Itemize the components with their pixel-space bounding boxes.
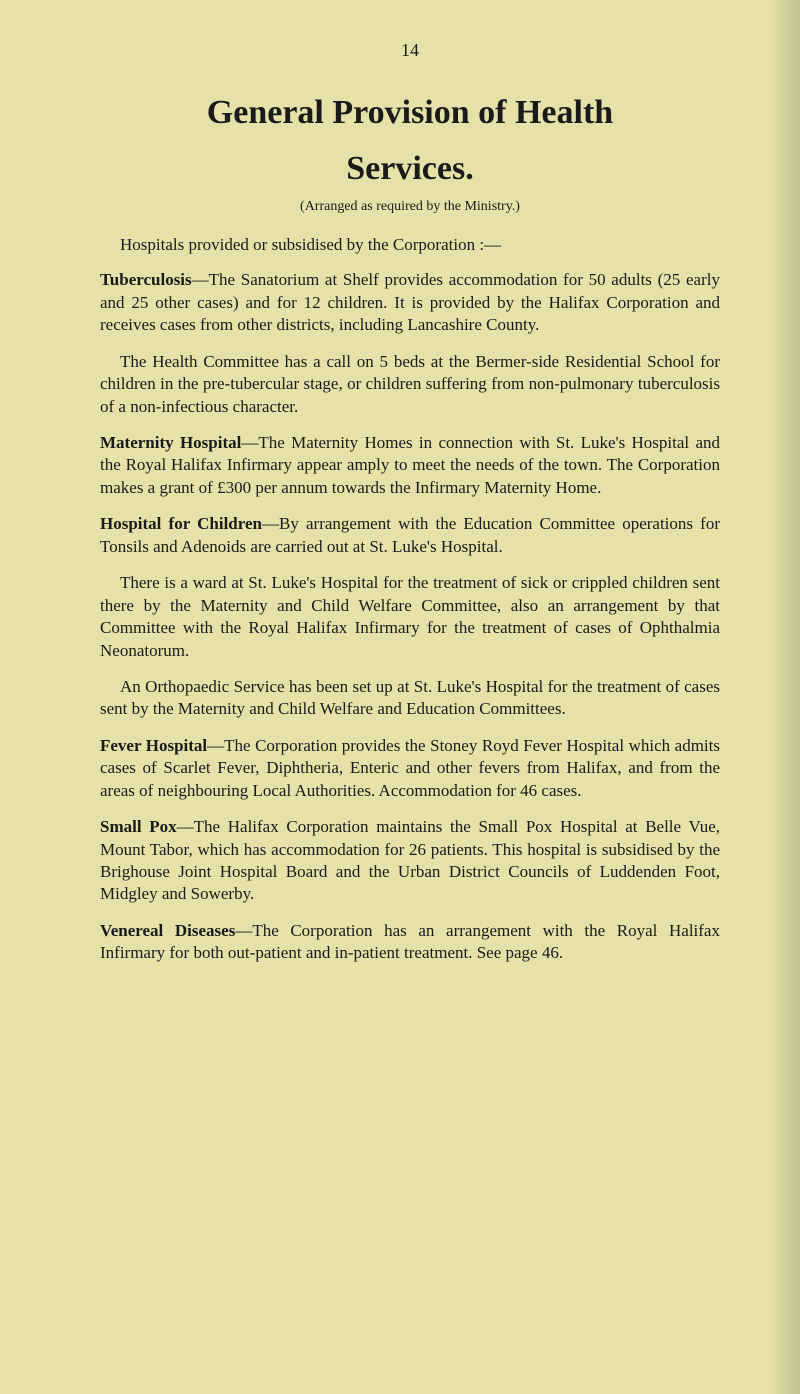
heading-tuberculosis: Tuberculosis [100,270,192,289]
section-maternity: Maternity Hospital—The Maternity Homes i… [100,432,720,499]
body-tuberculosis: —The Sanatorium at Shelf provides accomm… [100,270,720,334]
document-page: 14 General Provision of Health Services.… [0,0,800,1394]
heading-maternity: Maternity Hospital [100,433,241,452]
tuberculosis-para2: The Health Committee has a call on 5 bed… [100,351,720,418]
children-para3: An Orthopaedic Service has been set up a… [100,676,720,721]
heading-fever: Fever Hospital [100,736,207,755]
page-title-line1: General Provision of Health [100,91,720,135]
heading-venereal: Venereal Diseases [100,921,235,940]
page-number: 14 [100,40,720,61]
section-tuberculosis: Tuberculosis—The Sanatorium at Shelf pro… [100,269,720,336]
arranged-note: (Arranged as required by the Ministry.) [100,199,720,215]
children-para2: There is a ward at St. Luke's Hospital f… [100,572,720,662]
page-title-line2: Services. [100,147,720,191]
page-edge-shadow [770,0,800,1394]
heading-smallpox: Small Pox [100,817,177,836]
section-children: Hospital for Children—By arrangement wit… [100,513,720,558]
body-smallpox: —The Halifax Corporation maintains the S… [100,817,720,903]
section-venereal: Venereal Diseases—The Corporation has an… [100,920,720,965]
section-smallpox: Small Pox—The Halifax Corporation mainta… [100,816,720,906]
section-fever: Fever Hospital—The Corporation provides … [100,735,720,802]
intro-text: Hospitals provided or subsidised by the … [100,235,720,255]
heading-children: Hospital for Children [100,514,262,533]
